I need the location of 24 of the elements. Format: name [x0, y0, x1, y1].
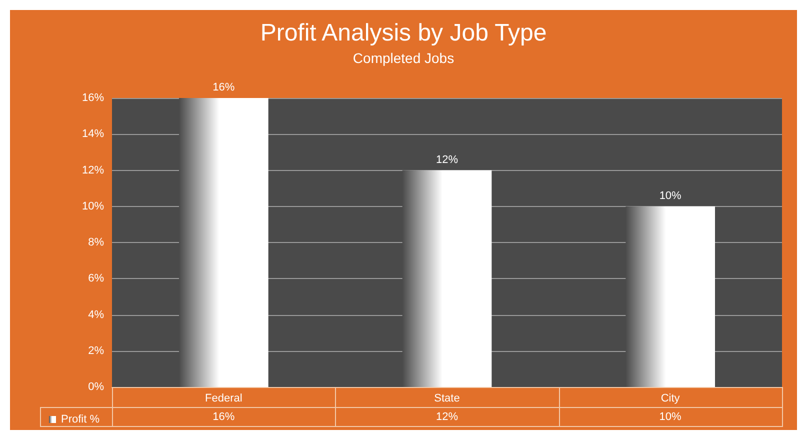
x-tick-label: Federal [205, 392, 242, 404]
bar [179, 98, 268, 387]
chart-subtitle: Completed Jobs [352, 50, 454, 66]
y-tick-label: 4% [88, 308, 104, 321]
y-tick-label: 0% [88, 381, 104, 393]
y-tick-label: 6% [88, 272, 104, 285]
text: 12% [436, 154, 458, 166]
data-label: 16% [112, 407, 336, 427]
data-label: 12% [335, 407, 559, 427]
x-tick-label: State [434, 392, 460, 404]
bar [402, 170, 492, 387]
y-tick-label: 16% [82, 92, 104, 104]
y-tick-label: 14% [82, 128, 104, 140]
chart-title: Profit Analysis by Job Type [260, 20, 547, 46]
data-label: 10% [558, 407, 782, 427]
y-tick-label: 8% [88, 236, 104, 248]
text: 10% [659, 190, 682, 202]
bar [626, 206, 715, 387]
y-tick-label: 10% [82, 200, 104, 212]
legend-label: Profit % [61, 414, 100, 426]
y-tick-label: 12% [82, 164, 104, 176]
text: 16% [212, 82, 235, 94]
y-tick-label: 2% [88, 344, 104, 357]
x-tick-label: City [660, 392, 680, 404]
